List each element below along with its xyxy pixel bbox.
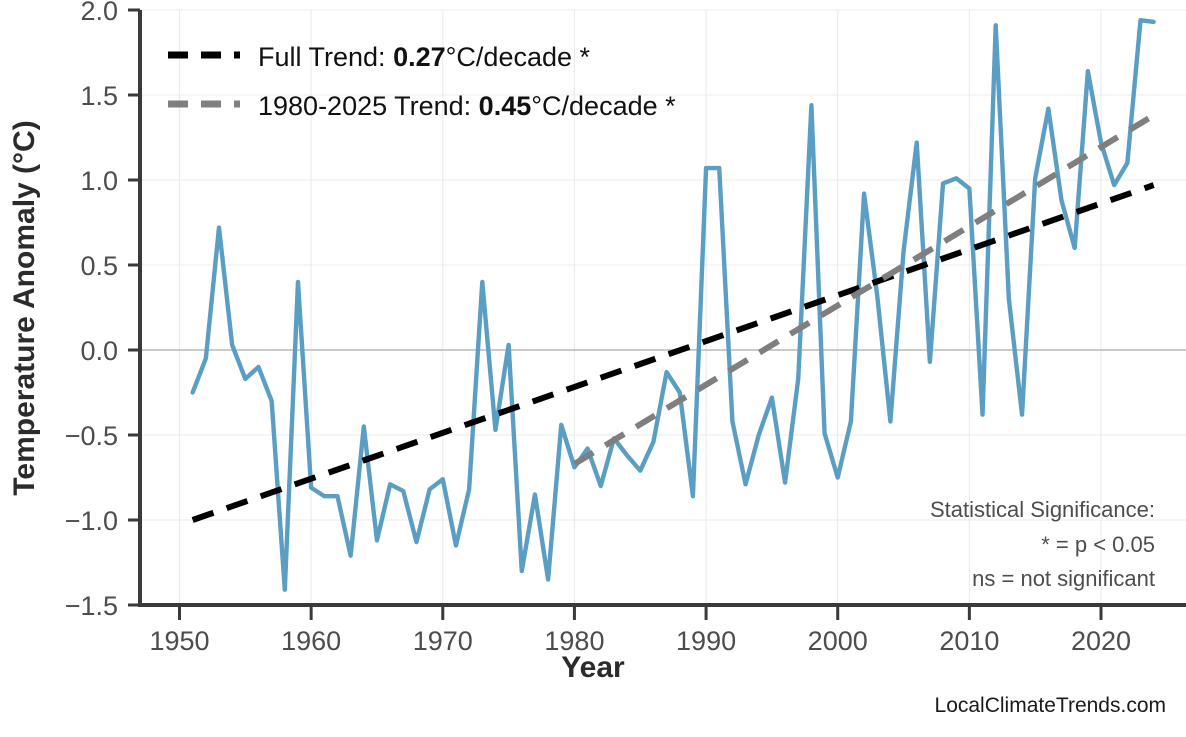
y-tick-label: 0.0	[80, 336, 118, 366]
y-axis-ticks	[128, 8, 140, 607]
legend-label-recent-trend: 1980-2025 Trend: 0.45°C/decade *	[258, 91, 676, 121]
y-tick-label: 1.5	[80, 81, 118, 111]
chart-legend: Full Trend: 0.27°C/decade * 1980-2025 Tr…	[168, 42, 676, 121]
legend-full-suffix: °C/decade *	[446, 42, 591, 72]
x-tick-label: 1970	[413, 626, 473, 656]
y-tick-label: −1.5	[65, 591, 118, 621]
significance-note-line-3: ns = not significant	[972, 566, 1155, 591]
y-axis-tick-labels: −1.5 −1.0 −0.5 0.0 0.5 1.0 1.5 2.0	[65, 0, 118, 621]
temperature-anomaly-line	[190, 18, 1156, 592]
y-tick-label: −1.0	[65, 506, 118, 536]
legend-recent-prefix: 1980-2025 Trend:	[258, 91, 479, 121]
plot-series-group	[190, 18, 1156, 592]
full-trend-line	[191, 182, 1155, 523]
x-axis-tick-labels: 1950 1960 1970 1980 1990 2000 2010 2020	[149, 626, 1131, 656]
legend-full-value: 0.27	[393, 42, 446, 72]
x-tick-label: 2000	[808, 626, 868, 656]
x-axis-title: Year	[561, 651, 625, 684]
legend-label-full-trend: Full Trend: 0.27°C/decade *	[258, 42, 591, 72]
x-tick-label: 2020	[1071, 626, 1131, 656]
legend-full-prefix: Full Trend:	[258, 42, 393, 72]
y-tick-label: 1.0	[80, 166, 118, 196]
footer-source-label: LocalClimateTrends.com	[935, 694, 1166, 717]
significance-note-line-2: * = p < 0.05	[1041, 532, 1155, 557]
axis-lines-group	[138, 10, 1186, 607]
legend-recent-value: 0.45	[479, 91, 532, 121]
x-tick-label: 1960	[281, 626, 341, 656]
x-tick-label: 1980	[544, 626, 604, 656]
y-axis-title: Temperature Anomaly (°C)	[8, 120, 41, 495]
y-tick-label: −0.5	[65, 421, 118, 451]
x-tick-label: 1950	[149, 626, 209, 656]
significance-note-line-1: Statistical Significance:	[930, 497, 1155, 522]
y-tick-label: 0.5	[80, 251, 118, 281]
x-tick-label: 2010	[939, 626, 999, 656]
significance-note: Statistical Significance: * = p < 0.05 n…	[930, 497, 1155, 591]
recent-trend-line	[572, 112, 1156, 467]
y-tick-label: 2.0	[80, 0, 118, 26]
x-axis-ticks	[177, 605, 1103, 620]
x-tick-label: 1990	[676, 626, 736, 656]
legend-recent-suffix: °C/decade *	[531, 91, 676, 121]
